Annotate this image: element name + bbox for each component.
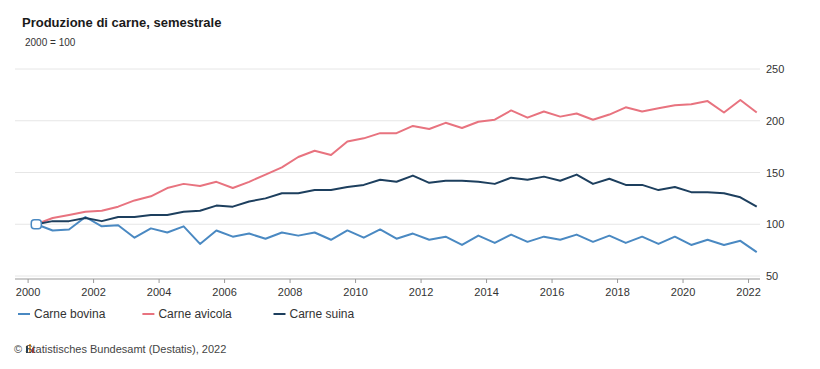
x-tick [159, 279, 160, 283]
x-tick [748, 279, 749, 283]
chart: Produzione di carne, semestrale 2000 = 10… [0, 0, 820, 369]
legend-swatch [142, 313, 154, 315]
x-tick [683, 279, 684, 283]
x-tick-label: 2018 [605, 286, 629, 298]
grid-line [15, 276, 760, 277]
x-tick-label: 2002 [81, 286, 105, 298]
x-tick-label: 2004 [147, 286, 171, 298]
x-tick [617, 279, 618, 283]
x-tick-label: 2010 [343, 286, 367, 298]
x-tick [552, 279, 553, 283]
y-tick-label: 200 [766, 115, 784, 127]
base-marker [31, 220, 41, 229]
x-tick [224, 279, 225, 283]
y-tick-label: 50 [766, 270, 778, 282]
legend-label: Carne avicola [158, 307, 232, 321]
x-tick-label: 2008 [278, 286, 302, 298]
legend-label: Carne suina [290, 307, 355, 321]
plot-area [36, 100, 756, 252]
series-line [36, 175, 756, 225]
x-tick-label: 2012 [409, 286, 433, 298]
legend-label: Carne bovina [34, 307, 106, 321]
source: © Statistisches Bundesamt (Destatis), 20… [14, 343, 226, 355]
x-axis [15, 279, 760, 280]
x-tick-label: 2014 [474, 286, 498, 298]
grid-line [15, 172, 760, 173]
subtitle: 2000 = 100 [25, 37, 76, 48]
x-tick-label: 2006 [212, 286, 236, 298]
x-tick [290, 279, 291, 283]
x-tick-label: 2022 [736, 286, 760, 298]
y-tick-label: 150 [766, 167, 784, 179]
grid-line [15, 224, 760, 225]
x-tick-label: 2020 [671, 286, 695, 298]
legend-swatch [18, 313, 30, 315]
x-tick [355, 279, 356, 283]
y-tick-label: 100 [766, 218, 784, 230]
grid-line [15, 69, 760, 70]
title: Produzione di carne, semestrale [22, 15, 221, 30]
x-tick-label: 2000 [16, 286, 40, 298]
grid-line [15, 120, 760, 121]
x-tick [28, 279, 29, 283]
legend-swatch [274, 313, 286, 315]
x-tick [486, 279, 487, 283]
x-tick [421, 279, 422, 283]
x-tick-label: 2016 [540, 286, 564, 298]
series-line [36, 100, 756, 224]
x-tick [93, 279, 94, 283]
y-tick-label: 250 [766, 63, 784, 75]
series-line [36, 217, 756, 252]
